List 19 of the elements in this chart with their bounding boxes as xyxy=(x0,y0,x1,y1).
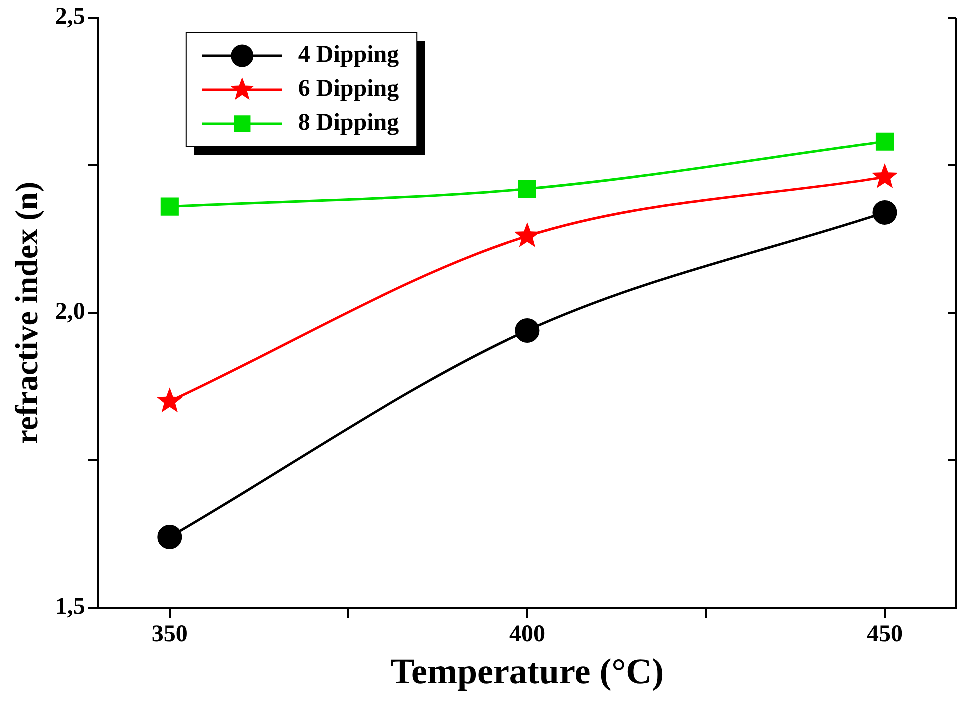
y-tick-label: 2,0 xyxy=(55,299,86,326)
point xyxy=(156,388,183,413)
point xyxy=(872,200,898,225)
point xyxy=(158,524,182,550)
x-tick-label: 350 xyxy=(152,622,188,648)
point xyxy=(515,318,540,343)
point xyxy=(876,132,894,151)
x-tick-label: 400 xyxy=(509,622,546,648)
legend-label: 4 Dipping xyxy=(298,42,400,68)
legend-label: 8 Dipping xyxy=(298,110,400,136)
y-tick-label: 1,5 xyxy=(55,594,86,620)
x-tick-label: 450 xyxy=(866,622,903,648)
y-axis-title: refractive index (n) xyxy=(8,182,44,444)
legend-label: 6 Dipping xyxy=(298,76,400,102)
x-axis-title: Temperature (°C) xyxy=(390,652,664,692)
point xyxy=(518,180,536,198)
point xyxy=(160,198,179,216)
y-tick-label: 2,5 xyxy=(55,4,86,30)
point xyxy=(872,164,898,188)
